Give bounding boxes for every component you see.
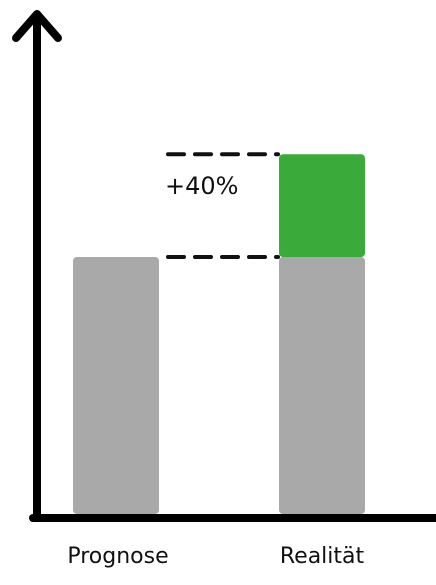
- bar-increase-1: [279, 154, 365, 257]
- y-axis-arrow-icon: [12, 10, 62, 42]
- axes-layer: [12, 10, 436, 522]
- guides-layer: [166, 152, 280, 259]
- bar-base-0: [73, 257, 159, 514]
- bar-base-1: [279, 257, 365, 514]
- x-tick-label-prognose: Prognose: [67, 544, 168, 569]
- bars-layer: [73, 154, 365, 514]
- annotation-label: +40%: [165, 172, 238, 200]
- x-tick-label-realitaet: Realität: [280, 544, 365, 569]
